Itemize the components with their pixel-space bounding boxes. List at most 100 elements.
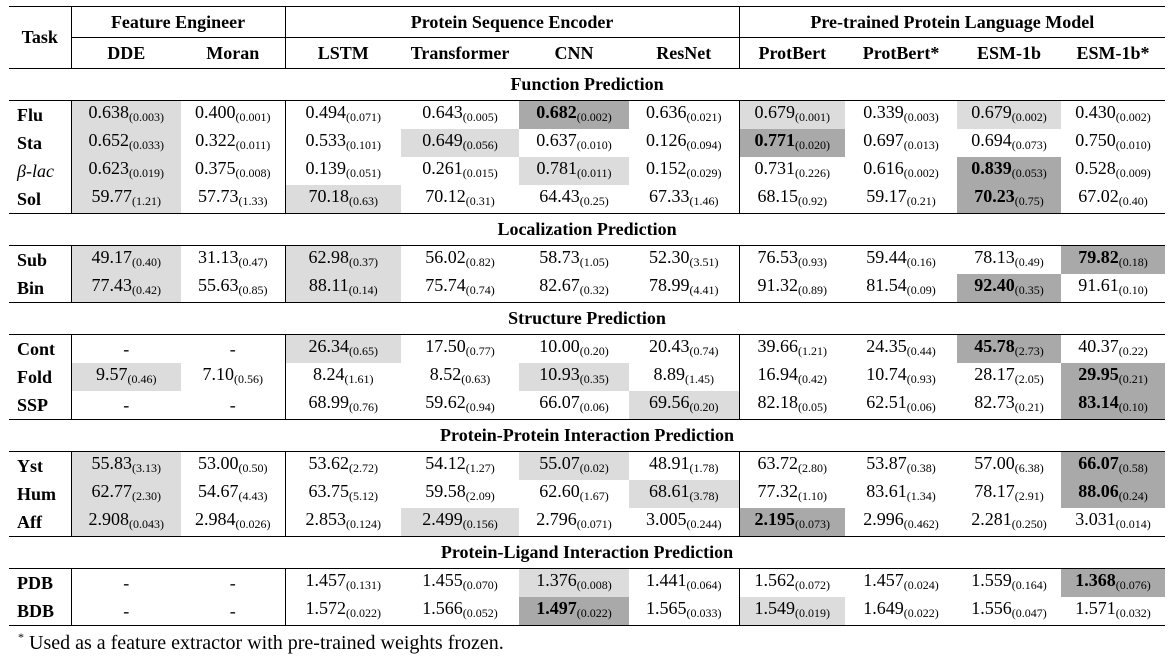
result-std: (1.46) xyxy=(689,194,719,208)
result-cell: 0.750(0.010) xyxy=(1061,129,1165,157)
result-value: 82.67 xyxy=(539,275,580,295)
result-value: 3.031 xyxy=(1075,509,1116,529)
result-cell: 62.77(2.30) xyxy=(71,480,181,508)
result-value: - xyxy=(123,572,130,593)
result-value: 1.457 xyxy=(305,570,347,590)
result-std: (0.05) xyxy=(798,400,828,414)
result-value: 92.40 xyxy=(974,275,1015,295)
task-label: Sol xyxy=(9,185,72,214)
result-value: 8.24 xyxy=(313,364,345,384)
result-cell: 88.11(0.14) xyxy=(285,274,402,303)
result-value: 81.54 xyxy=(866,275,907,295)
table-row: Cont - -26.34(0.65) 17.50(0.77) 10.00(0.20) 2… xyxy=(9,334,1166,363)
result-std: (0.073) xyxy=(795,517,831,531)
result-cell: 75.74(0.74) xyxy=(401,274,519,303)
result-cell: 0.616(0.002) xyxy=(845,157,957,185)
result-cell: 53.00(0.50) xyxy=(181,451,286,480)
result-std: (1.45) xyxy=(685,372,715,386)
result-cell: - xyxy=(71,568,181,597)
result-cell: 0.430(0.002) xyxy=(1061,100,1166,129)
result-std: (0.051) xyxy=(346,166,382,180)
result-cell: 78.13(0.49) xyxy=(957,245,1062,274)
result-cell: 59.44(0.16) xyxy=(845,245,958,274)
result-value: 0.649 xyxy=(422,130,463,150)
result-value: 1.566 xyxy=(422,598,463,618)
table-row: Bin 77.43(0.42) 55.63(0.85) 88.11(0.14) 75.7… xyxy=(9,274,1165,303)
result-std: (1.21) xyxy=(798,344,828,358)
results-table: Task Feature Engineer Protein Sequence E… xyxy=(9,6,1166,626)
result-cell: 1.368(0.076) xyxy=(1061,568,1166,597)
result-cell: 0.126(0.094) xyxy=(629,129,740,157)
result-value: 70.12 xyxy=(425,186,466,206)
result-cell: 0.400(0.001) xyxy=(181,100,286,129)
result-value: 59.62 xyxy=(425,392,466,412)
result-cell: 91.61(0.10) xyxy=(1061,274,1165,303)
result-value: 26.34 xyxy=(308,336,350,356)
result-cell: 59.77(1.21) xyxy=(71,185,181,214)
result-std: (0.65) xyxy=(349,344,379,358)
result-cell: 82.67(0.32) xyxy=(519,274,629,303)
task-label: Fold xyxy=(9,363,72,391)
task-label: Sta xyxy=(9,129,72,157)
result-value: 20.43 xyxy=(649,336,690,356)
result-value: 52.30 xyxy=(649,247,690,267)
result-std: (0.002) xyxy=(576,110,612,124)
result-cell: 0.731(0.226) xyxy=(739,157,845,185)
result-value: 68.61 xyxy=(649,481,690,501)
section-title: Structure Prediction xyxy=(9,302,1166,335)
result-cell: - xyxy=(71,597,181,626)
result-value: 1.565 xyxy=(646,598,687,618)
result-cell: 63.75(5.12) xyxy=(285,480,401,508)
result-cell: 0.623(0.019) xyxy=(71,157,181,185)
result-std: (0.052) xyxy=(462,606,498,620)
result-std: (1.27) xyxy=(465,461,495,475)
result-value: 0.528 xyxy=(1075,158,1116,178)
result-std: (0.76) xyxy=(349,400,379,414)
table-row: Hum 62.77(2.30) 54.67(4.43) 63.75(5.12) 59.5… xyxy=(9,480,1166,508)
result-cell: 2.996(0.462) xyxy=(845,508,957,537)
result-std: (0.93) xyxy=(798,255,828,269)
result-cell: 57.73(1.33) xyxy=(181,185,286,214)
result-value: 1.649 xyxy=(863,598,904,618)
result-std: (0.85) xyxy=(238,283,268,297)
footnote: * Used as a feature extractor with pre-t… xyxy=(18,630,504,655)
header-row-groups: Task Feature Engineer Protein Sequence E… xyxy=(9,6,1166,69)
result-value: 17.50 xyxy=(425,336,466,356)
result-cell: 7.10(0.56) xyxy=(181,363,286,391)
result-std: (3.13) xyxy=(132,461,161,475)
result-cell: 1.562(0.072) xyxy=(739,568,846,597)
result-value: 55.63 xyxy=(198,275,239,295)
footnote-text: Used as a feature extractor with pre-tra… xyxy=(29,632,504,654)
result-std: (4.41) xyxy=(689,283,719,297)
result-cell: 0.643(0.005) xyxy=(401,100,520,129)
method-header: Moran xyxy=(181,37,286,69)
result-value: 66.07 xyxy=(539,392,580,412)
result-cell: 70.23(0.75) xyxy=(957,185,1062,214)
result-cell: 0.697(0.013) xyxy=(845,129,957,157)
result-std: (2.30) xyxy=(132,489,161,503)
result-cell: 0.339(0.003) xyxy=(845,100,958,129)
table-row: Sta 0.652(0.033) 0.322(0.011) 0.533(0.101) 0… xyxy=(9,129,1165,157)
result-std: (0.94) xyxy=(465,400,495,414)
result-std: (0.022) xyxy=(346,606,382,620)
result-value: 16.94 xyxy=(757,364,799,384)
result-value: 0.679 xyxy=(754,102,796,122)
section-title: Function Prediction xyxy=(9,68,1166,101)
result-std: (2.73) xyxy=(1014,344,1044,358)
result-cell: - xyxy=(181,597,286,626)
result-std: (0.74) xyxy=(465,283,495,297)
result-std: (3.78) xyxy=(689,489,719,503)
result-cell: 1.441(0.064) xyxy=(629,568,740,597)
result-std: (0.49) xyxy=(1014,255,1044,269)
result-value: 2.796 xyxy=(536,509,577,529)
result-cell: 0.636(0.021) xyxy=(629,100,740,129)
result-std: (0.032) xyxy=(1115,606,1151,620)
result-cell: 1.649(0.022) xyxy=(845,597,958,626)
result-value: 82.18 xyxy=(757,392,799,412)
result-value: 0.771 xyxy=(754,130,796,150)
table-row: SSP - -68.99(0.76) 59.62(0.94) 66.07(0.06) 69… xyxy=(9,391,1166,420)
task-label: Yst xyxy=(9,451,72,480)
result-cell: 8.24(1.61) xyxy=(285,363,401,391)
result-std: (0.10) xyxy=(1118,400,1148,414)
